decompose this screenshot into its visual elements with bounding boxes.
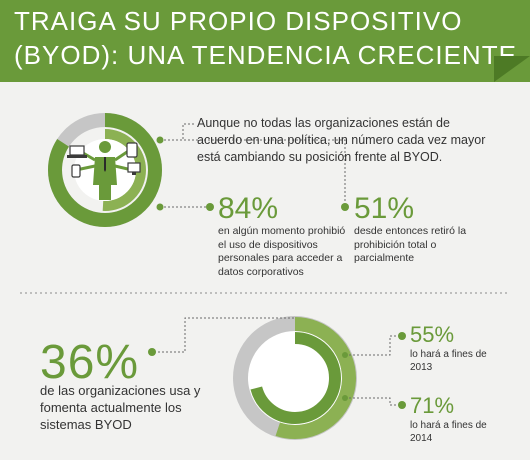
connector-dot — [342, 395, 348, 401]
connector-dot — [156, 203, 164, 211]
bullet-51 — [341, 203, 349, 211]
stat-55-value: 55% — [410, 322, 455, 347]
top-donut-chart — [48, 113, 162, 227]
bottom-donut-arc-71 — [249, 332, 341, 424]
stat-55-text: lo hará a fines de 2013 — [410, 349, 487, 373]
bullet-84 — [206, 203, 214, 211]
stat-36-text: de las organizaciones usa y fomenta actu… — [40, 383, 201, 432]
stat-84-value: 84% — [218, 192, 279, 225]
stat-84-text: en algún momento prohibió el uso de disp… — [218, 225, 346, 278]
phone-icon — [71, 164, 81, 178]
top-donut-arc-84 — [48, 113, 162, 227]
intro-text: Aunque no todas las organizaciones están… — [197, 116, 486, 164]
stat-51-text: desde entonces retiró la prohibición tot… — [354, 225, 467, 264]
page-title-line-2: (BYOD): UNA TENDENCIA CRECIENTE — [14, 40, 517, 70]
connector-dot — [342, 352, 348, 358]
stat-71-text: lo hará a fines de 2014 — [410, 420, 487, 444]
tablet-icon — [126, 142, 138, 158]
stat-71-value: 71% — [410, 393, 455, 418]
stat-51-value: 51% — [354, 192, 415, 225]
laptop-icon — [67, 145, 87, 158]
top-connectors — [160, 123, 346, 208]
bullet-71 — [398, 401, 406, 409]
monitor-icon — [127, 162, 141, 175]
stat-36-value: 36% — [40, 336, 140, 389]
header-fold — [494, 56, 530, 82]
bullet-36 — [148, 348, 156, 356]
connector-dot — [156, 136, 164, 144]
bottom-donut-chart — [233, 316, 357, 440]
bottom-connectors — [154, 317, 400, 406]
bullet-55 — [398, 332, 406, 340]
header-banner: TRAIGA SU PROPIO DISPOSITIVO (BYOD): UNA… — [0, 0, 530, 82]
bottom-donut-arc-55 — [234, 317, 356, 439]
top-donut-arc-51 — [64, 129, 146, 211]
page-title-line-1: TRAIGA SU PROPIO DISPOSITIVO — [14, 6, 463, 36]
